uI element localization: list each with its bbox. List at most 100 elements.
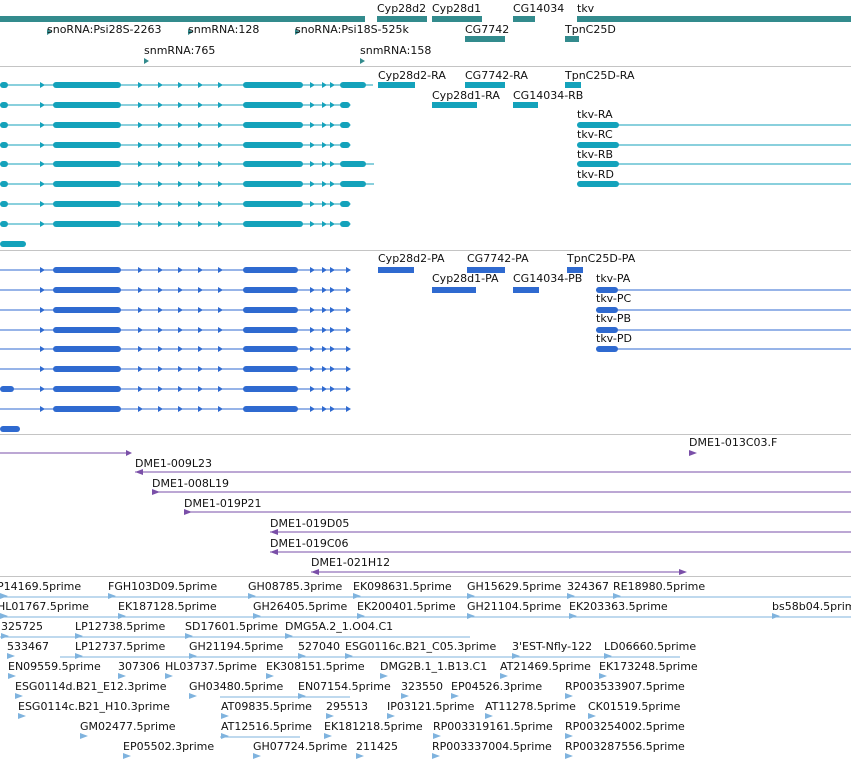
protein-exon[interactable] [596, 307, 618, 313]
transcript-exon[interactable] [0, 201, 8, 207]
transcript-exon[interactable] [0, 122, 8, 128]
est-marker[interactable] [123, 753, 131, 759]
protein-exon[interactable] [243, 327, 298, 333]
est-marker[interactable] [221, 713, 229, 719]
est-marker[interactable] [285, 633, 293, 639]
transcript-exon[interactable] [577, 122, 619, 128]
transcript-exon[interactable] [513, 102, 538, 108]
est-marker[interactable] [565, 693, 573, 699]
est-marker[interactable] [512, 653, 520, 659]
transcript-exon[interactable] [243, 102, 303, 108]
transcript-exon[interactable] [53, 122, 121, 128]
transcript-exon[interactable] [0, 142, 8, 148]
protein-exon[interactable] [53, 327, 121, 333]
est-marker[interactable] [565, 733, 573, 739]
protein-exon[interactable] [243, 386, 298, 392]
est-marker[interactable] [432, 753, 440, 759]
est-marker[interactable] [565, 753, 573, 759]
est-marker[interactable] [118, 613, 126, 619]
transcript-exon[interactable] [53, 102, 121, 108]
est-marker[interactable] [165, 673, 173, 679]
est-marker[interactable] [298, 693, 306, 699]
protein-exon[interactable] [0, 426, 20, 432]
transcript-exon[interactable] [53, 201, 121, 207]
est-marker[interactable] [326, 713, 334, 719]
est-marker[interactable] [8, 673, 16, 679]
est-marker[interactable] [353, 593, 361, 599]
protein-exon[interactable] [596, 327, 618, 333]
est-marker[interactable] [604, 653, 612, 659]
transcript-exon[interactable] [243, 221, 303, 227]
est-marker[interactable] [588, 713, 596, 719]
protein-exon[interactable] [243, 267, 298, 273]
transcript-exon[interactable] [378, 82, 415, 88]
transcript-exon[interactable] [243, 201, 303, 207]
transcript-exon[interactable] [53, 221, 121, 227]
est-marker[interactable] [567, 593, 575, 599]
est-marker[interactable] [80, 733, 88, 739]
est-marker[interactable] [0, 593, 8, 599]
protein-exon[interactable] [53, 267, 121, 273]
protein-exon[interactable] [53, 406, 121, 412]
transcript-exon[interactable] [243, 82, 303, 88]
est-marker[interactable] [599, 673, 607, 679]
est-marker[interactable] [7, 653, 15, 659]
protein-exon[interactable] [596, 346, 618, 352]
est-marker[interactable] [324, 733, 332, 739]
est-marker[interactable] [189, 693, 197, 699]
est-marker[interactable] [569, 613, 577, 619]
transcript-exon[interactable] [577, 161, 619, 167]
transcript-exon[interactable] [243, 181, 303, 187]
est-marker[interactable] [433, 733, 441, 739]
est-marker[interactable] [253, 613, 261, 619]
gene-bar[interactable] [513, 16, 535, 22]
protein-exon[interactable] [243, 307, 298, 313]
protein-exon[interactable] [467, 267, 505, 273]
protein-exon[interactable] [243, 287, 298, 293]
transcript-exon[interactable] [243, 122, 303, 128]
protein-exon[interactable] [53, 307, 121, 313]
est-marker[interactable] [18, 713, 26, 719]
gene-bar[interactable] [432, 16, 482, 22]
transcript-exon[interactable] [0, 161, 8, 167]
est-marker[interactable] [500, 673, 508, 679]
transcript-exon[interactable] [53, 181, 121, 187]
est-marker[interactable] [613, 593, 621, 599]
gene-bar[interactable] [577, 16, 851, 22]
est-marker[interactable] [1, 633, 9, 639]
est-marker[interactable] [467, 613, 475, 619]
est-marker[interactable] [15, 693, 23, 699]
est-marker[interactable] [108, 593, 116, 599]
est-marker[interactable] [248, 593, 256, 599]
protein-exon[interactable] [53, 346, 121, 352]
protein-exon[interactable] [378, 267, 414, 273]
protein-exon[interactable] [432, 287, 476, 293]
gene-bar[interactable] [0, 16, 365, 22]
protein-exon[interactable] [567, 267, 583, 273]
transcript-exon[interactable] [432, 102, 477, 108]
est-marker[interactable] [0, 613, 8, 619]
est-marker[interactable] [253, 753, 261, 759]
est-marker[interactable] [345, 653, 353, 659]
est-marker[interactable] [185, 633, 193, 639]
est-marker[interactable] [451, 693, 459, 699]
protein-exon[interactable] [53, 287, 121, 293]
est-marker[interactable] [75, 653, 83, 659]
gene-bar[interactable] [377, 16, 427, 22]
transcript-exon[interactable] [53, 161, 121, 167]
transcript-exon[interactable] [577, 181, 619, 187]
transcript-exon[interactable] [577, 142, 619, 148]
transcript-exon[interactable] [565, 82, 581, 88]
protein-exon[interactable] [243, 346, 298, 352]
transcript-exon[interactable] [243, 142, 303, 148]
est-marker[interactable] [266, 673, 274, 679]
est-marker[interactable] [380, 673, 388, 679]
protein-exon[interactable] [513, 287, 539, 293]
transcript-exon[interactable] [0, 82, 8, 88]
protein-exon[interactable] [53, 366, 121, 372]
transcript-exon[interactable] [53, 82, 121, 88]
est-marker[interactable] [298, 653, 306, 659]
protein-exon[interactable] [596, 287, 618, 293]
est-marker[interactable] [467, 593, 475, 599]
transcript-exon[interactable] [0, 221, 8, 227]
